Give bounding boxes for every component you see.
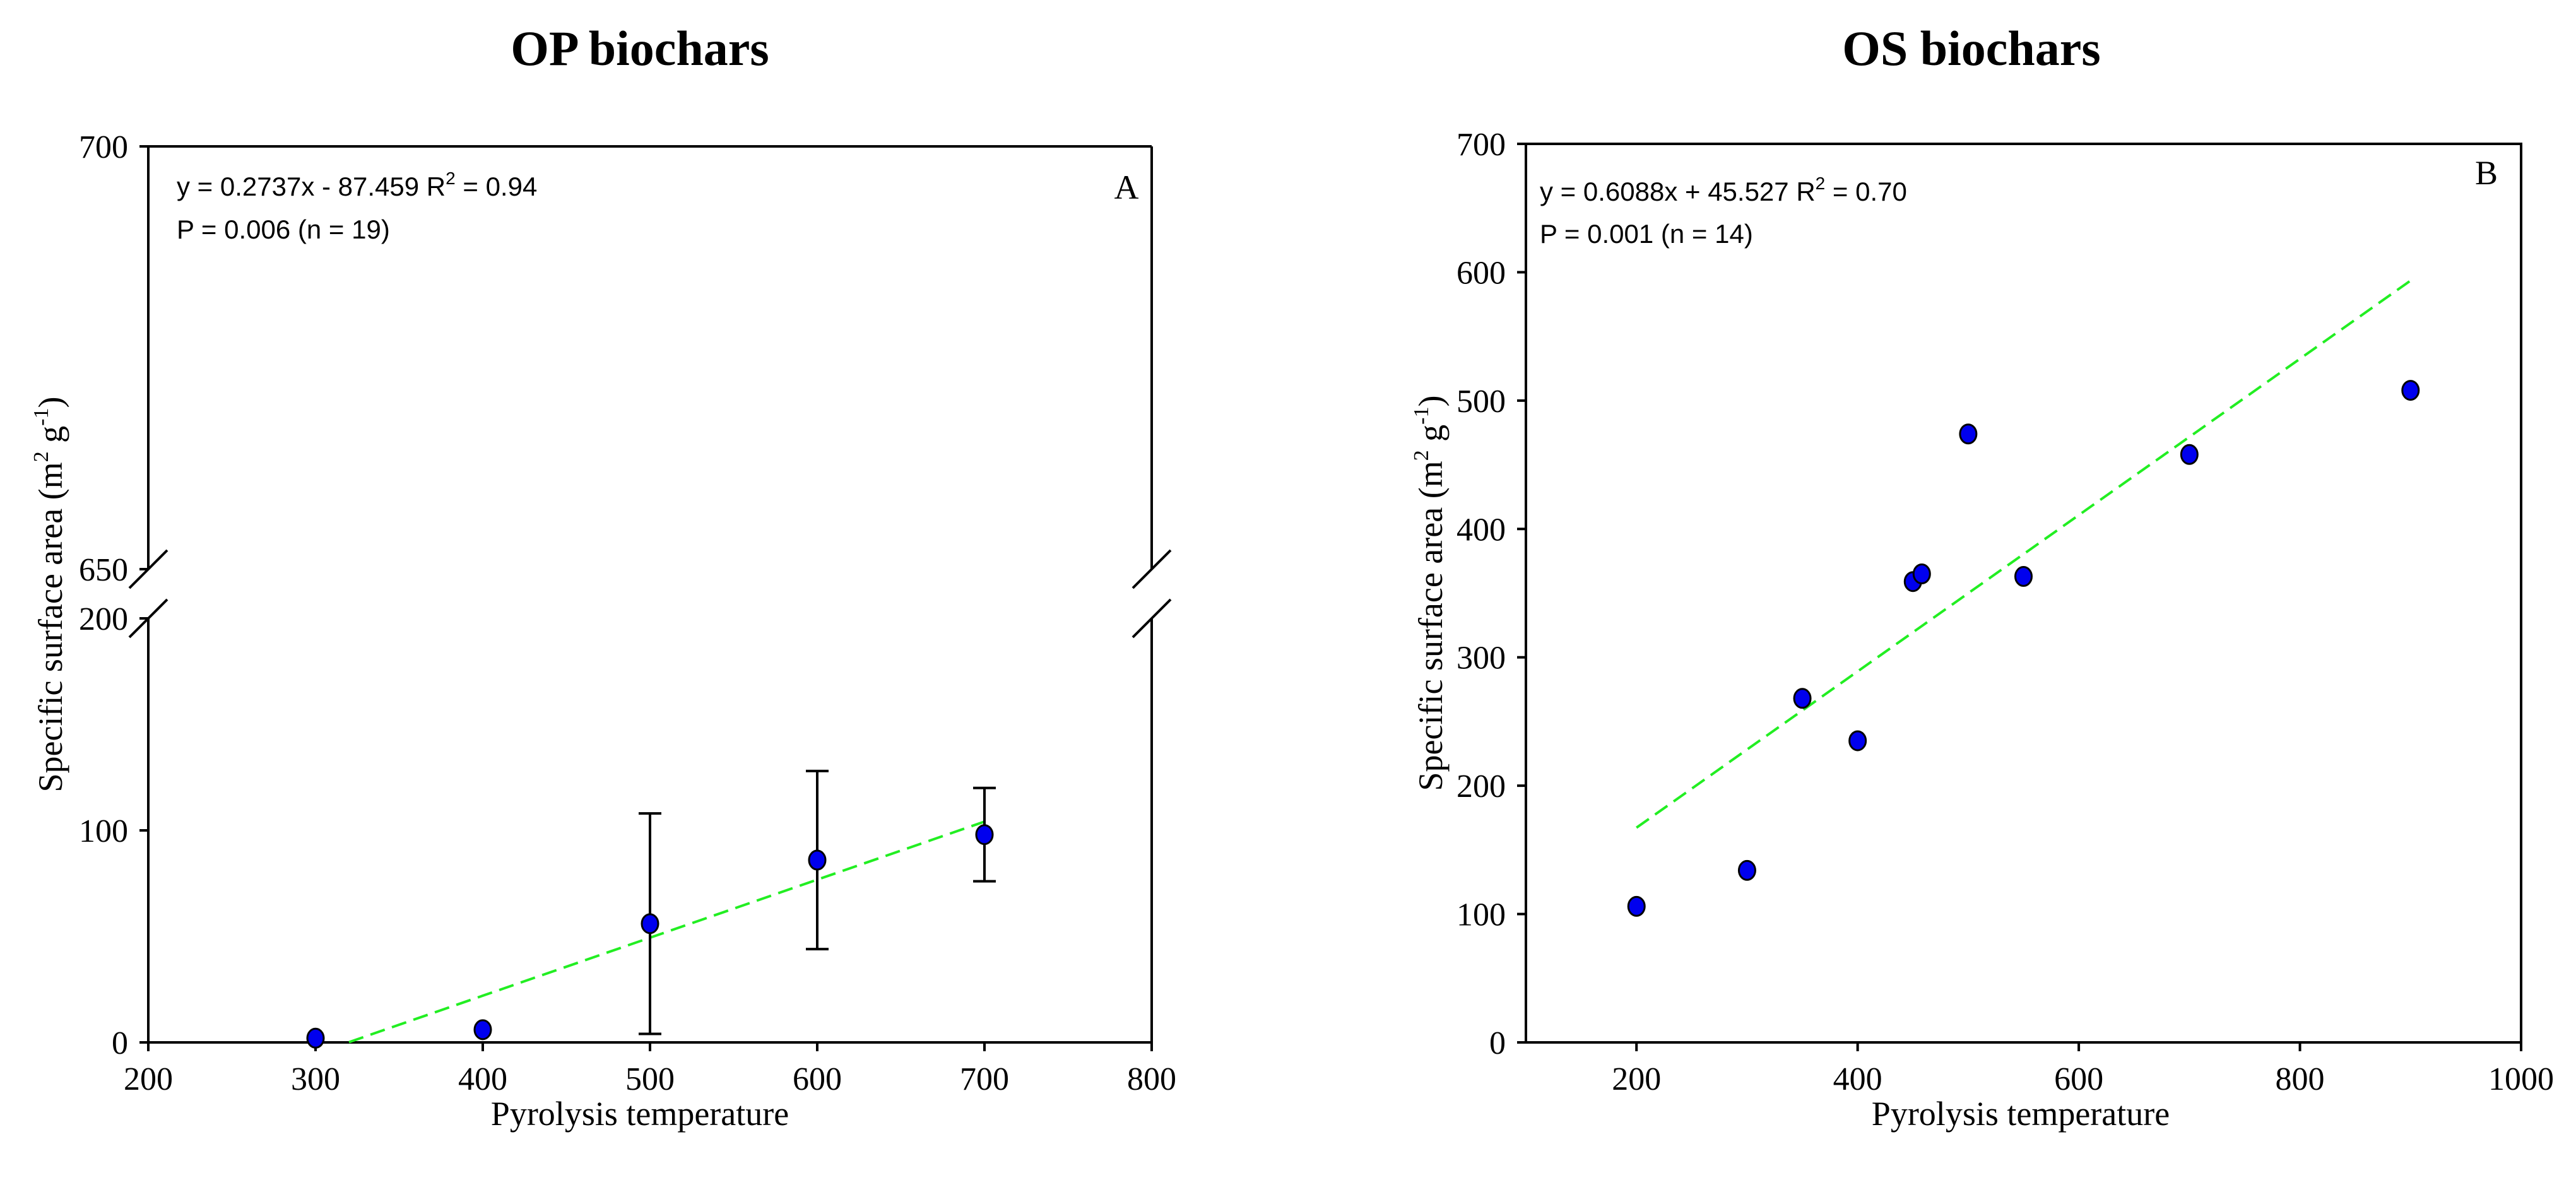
x-tick-label: 300: [291, 1061, 340, 1097]
y-tick-label: 700: [1456, 127, 1506, 163]
y-tick-label: 400: [1456, 512, 1506, 548]
y-ticks-op: 0 100 200 650 700: [79, 129, 148, 1061]
x-tick-label: 400: [1833, 1061, 1882, 1097]
data-point: [1737, 859, 1756, 881]
x-ticks-os: 200 400 600 800 1000: [1612, 1042, 2554, 1097]
y-ticks-os: 0 100 200 300 400 500 600 700: [1456, 127, 1526, 1061]
x-tick-label: 200: [124, 1061, 173, 1097]
x-tick-label: 1000: [2488, 1061, 2554, 1097]
axis-break-mark-right-lower: [1131, 598, 1172, 639]
chart-panel-op: OP biochars 200 300 400 500 600 700 800 0 100 20…: [30, 21, 1176, 1133]
data-point: [1793, 688, 1812, 709]
x-tick-label: 600: [2054, 1061, 2103, 1097]
regression-equation-os: y = 0.6088x + 45.527 R2 = 0.70: [1540, 174, 1907, 206]
x-axis-label-os: Pyrolysis temperature: [1872, 1095, 2170, 1133]
x-tick-label: 400: [458, 1061, 507, 1097]
data-point: [1627, 895, 1646, 917]
x-tick-label: 700: [960, 1061, 1009, 1097]
y-tick-label: 0: [112, 1025, 128, 1061]
y-tick-label: 650: [79, 552, 128, 588]
y-tick-label: 200: [1456, 769, 1506, 805]
x-tick-label: 600: [793, 1061, 842, 1097]
y-tick-label: 200: [79, 601, 128, 637]
y-tick-label: 100: [1456, 897, 1506, 933]
data-point: [641, 913, 659, 935]
panel-label-b: B: [2475, 154, 2498, 192]
x-tick-label: 800: [2276, 1061, 2325, 1097]
data-point: [2014, 566, 2033, 587]
data-points-os: [1627, 380, 2420, 917]
y-tick-label: 500: [1456, 384, 1506, 420]
data-point: [808, 849, 827, 871]
data-point: [975, 824, 994, 846]
y-tick-label: 100: [79, 813, 128, 849]
data-point: [306, 1027, 325, 1049]
data-point: [2180, 444, 2199, 465]
y-axis-label-os: Specific surface area (m2 g-1): [1410, 396, 1450, 791]
y-axis-label-op: Specific surface area (m2 g-1): [30, 397, 69, 793]
panel-label-a: A: [1114, 168, 1139, 206]
regression-equation-op: y = 0.2737x - 87.459 R2 = 0.94: [177, 168, 537, 201]
data-point: [473, 1019, 492, 1041]
data-point: [1912, 563, 1931, 584]
p-value-op: P = 0.006 (n = 19): [177, 215, 390, 244]
plot-frame-os: [1525, 143, 2522, 1044]
x-axis-label-op: Pyrolysis temperature: [491, 1095, 789, 1133]
x-tick-label: 200: [1612, 1061, 1661, 1097]
data-point: [1959, 423, 1978, 445]
chart-title-op: OP biochars: [511, 21, 769, 76]
data-points-op: [306, 769, 996, 1049]
x-tick-label: 500: [625, 1061, 675, 1097]
y-tick-label: 0: [1489, 1025, 1506, 1061]
x-tick-label: 800: [1127, 1061, 1176, 1097]
chart-title-os: OS biochars: [1842, 21, 2101, 76]
axis-break-mark-right-upper: [1131, 549, 1172, 589]
data-point: [1848, 730, 1867, 752]
y-tick-label: 300: [1456, 640, 1506, 676]
data-point: [2401, 380, 2420, 401]
y-tick-label: 600: [1456, 255, 1506, 291]
x-ticks-op: 200 300 400 500 600 700 800: [124, 1042, 1176, 1097]
p-value-os: P = 0.001 (n = 14): [1540, 219, 1753, 249]
chart-panel-os: OS biochars 200 400 600 800 1000 0 100 200 300 4…: [1410, 21, 2554, 1133]
y-tick-label: 700: [79, 129, 128, 165]
